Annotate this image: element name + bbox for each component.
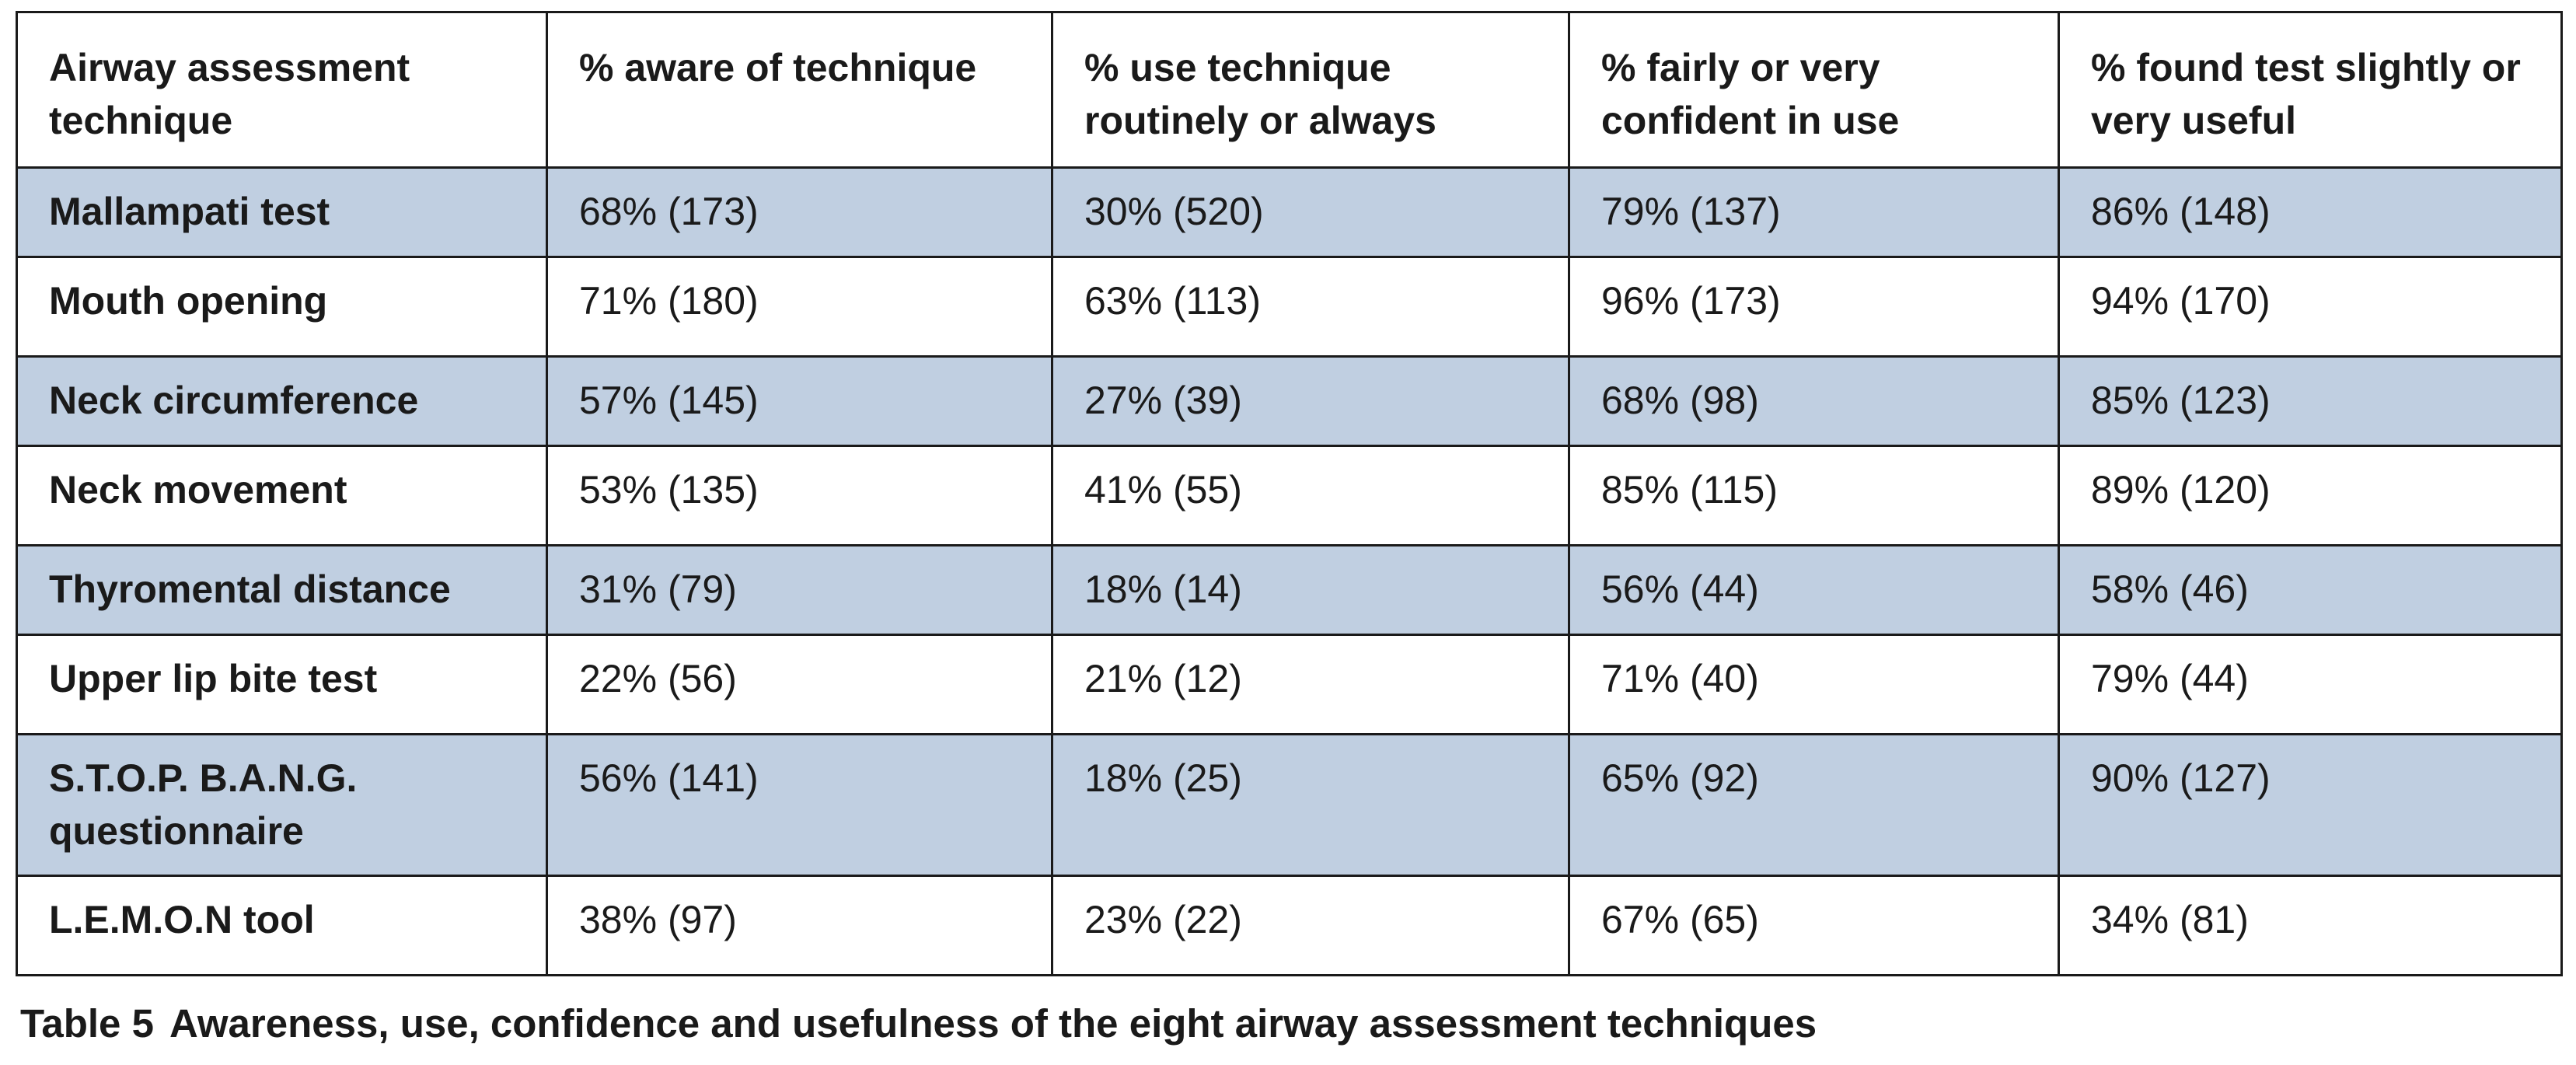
table-caption: Table 5 Awareness, use, confidence and us… xyxy=(20,999,1817,1049)
table-row: S.T.O.P. B.A.N.G. questionnaire 56% (141… xyxy=(16,733,2563,877)
cell-useful: 34% (81) xyxy=(2058,875,2563,976)
table-row: Neck circumference 57% (145) 27% (39) 68… xyxy=(16,355,2563,447)
cell-use: 27% (39) xyxy=(1051,355,1570,447)
table-header-row: Airway assessment technique % aware of t… xyxy=(16,11,2563,169)
airway-assessment-table: Airway assessment technique % aware of t… xyxy=(16,11,2563,976)
cell-confident: 65% (92) xyxy=(1568,733,2060,877)
table-row: Neck movement 53% (135) 41% (55) 85% (11… xyxy=(16,445,2563,546)
cell-useful: 58% (46) xyxy=(2058,544,2563,636)
cell-aware: 68% (173) xyxy=(546,166,1053,258)
cell-useful: 89% (120) xyxy=(2058,445,2563,546)
cell-use: 30% (520) xyxy=(1051,166,1570,258)
header-aware: % aware of technique xyxy=(546,11,1053,169)
cell-aware: 71% (180) xyxy=(546,256,1053,358)
cell-confident: 96% (173) xyxy=(1568,256,2060,358)
row-label: Upper lip bite test xyxy=(16,634,548,735)
header-technique: Airway assessment technique xyxy=(16,11,548,169)
row-label: Mallampati test xyxy=(16,166,548,258)
caption-text: Awareness, use, confidence and usefulnes… xyxy=(169,1001,1817,1046)
cell-useful: 86% (148) xyxy=(2058,166,2563,258)
cell-aware: 53% (135) xyxy=(546,445,1053,546)
cell-use: 18% (25) xyxy=(1051,733,1570,877)
cell-use: 23% (22) xyxy=(1051,875,1570,976)
cell-confident: 79% (137) xyxy=(1568,166,2060,258)
data-table-container: Airway assessment technique % aware of t… xyxy=(16,11,2563,976)
row-label: L.E.M.O.N tool xyxy=(16,875,548,976)
cell-useful: 90% (127) xyxy=(2058,733,2563,877)
table-row: L.E.M.O.N tool 38% (97) 23% (22) 67% (65… xyxy=(16,875,2563,976)
cell-aware: 22% (56) xyxy=(546,634,1053,735)
table-row: Upper lip bite test 22% (56) 21% (12) 71… xyxy=(16,634,2563,735)
header-confident: % fairly or very confident in use xyxy=(1568,11,2060,169)
row-label: Neck movement xyxy=(16,445,548,546)
cell-useful: 85% (123) xyxy=(2058,355,2563,447)
cell-aware: 56% (141) xyxy=(546,733,1053,877)
cell-use: 21% (12) xyxy=(1051,634,1570,735)
cell-use: 41% (55) xyxy=(1051,445,1570,546)
cell-confident: 67% (65) xyxy=(1568,875,2060,976)
row-label: S.T.O.P. B.A.N.G. questionnaire xyxy=(16,733,548,877)
cell-aware: 31% (79) xyxy=(546,544,1053,636)
cell-confident: 85% (115) xyxy=(1568,445,2060,546)
cell-use: 63% (113) xyxy=(1051,256,1570,358)
cell-use: 18% (14) xyxy=(1051,544,1570,636)
header-useful: % found test slightly or very useful xyxy=(2058,11,2563,169)
caption-number: Table 5 xyxy=(20,1001,154,1046)
row-label: Neck circumference xyxy=(16,355,548,447)
cell-confident: 71% (40) xyxy=(1568,634,2060,735)
row-label: Mouth opening xyxy=(16,256,548,358)
cell-aware: 57% (145) xyxy=(546,355,1053,447)
header-use: % use technique routinely or always xyxy=(1051,11,1570,169)
cell-confident: 68% (98) xyxy=(1568,355,2060,447)
table-row: Mallampati test 68% (173) 30% (520) 79% … xyxy=(16,166,2563,258)
row-label: Thyromental distance xyxy=(16,544,548,636)
table-row: Mouth opening 71% (180) 63% (113) 96% (1… xyxy=(16,256,2563,358)
cell-useful: 94% (170) xyxy=(2058,256,2563,358)
cell-confident: 56% (44) xyxy=(1568,544,2060,636)
cell-aware: 38% (97) xyxy=(546,875,1053,976)
cell-useful: 79% (44) xyxy=(2058,634,2563,735)
table-row: Thyromental distance 31% (79) 18% (14) 5… xyxy=(16,544,2563,636)
